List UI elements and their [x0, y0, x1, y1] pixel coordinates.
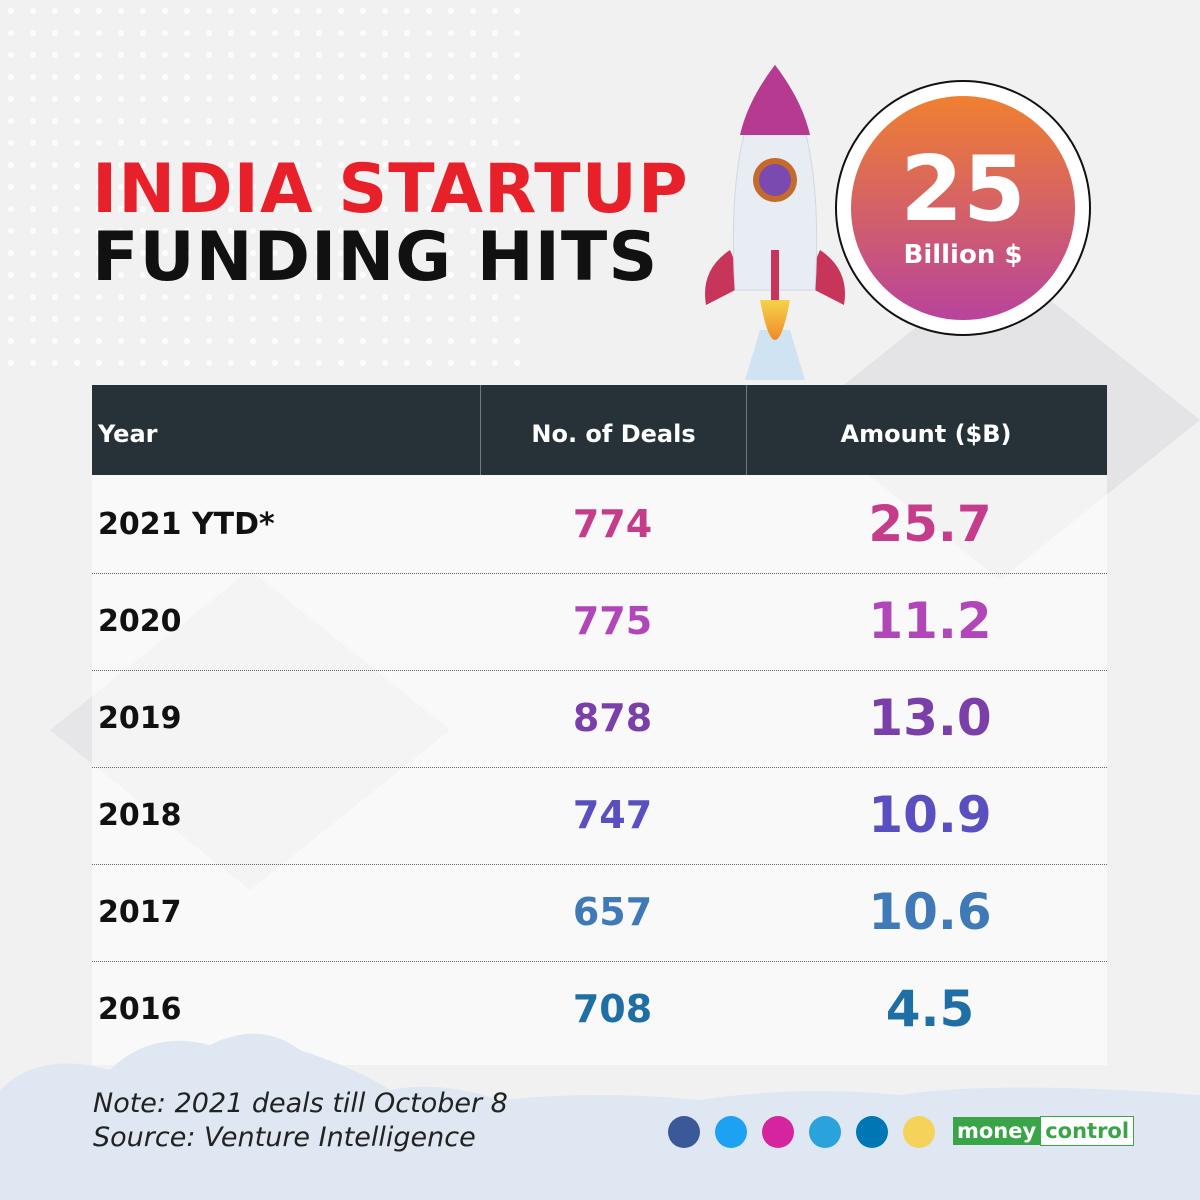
table-cell: 2016 — [98, 992, 182, 1027]
table-row: 2019 878 13.0 — [92, 670, 1107, 768]
table-row: 2017 657 10.6 — [92, 864, 1107, 962]
table-cell: 774 — [572, 502, 653, 546]
table-header: Year No. of Deals Amount ($B) — [92, 385, 1107, 475]
table-row: 2018 747 10.9 — [92, 767, 1107, 865]
table-cell: 25.7 — [868, 495, 992, 553]
column-header: No. of Deals — [480, 385, 747, 475]
table-cell: 4.5 — [885, 980, 975, 1038]
table-cell: 708 — [572, 987, 653, 1031]
table-cell: 747 — [572, 793, 653, 837]
table-cell: 11.2 — [868, 592, 992, 650]
column-header: Year — [98, 420, 158, 448]
table-cell: 10.9 — [868, 786, 992, 844]
column-header: Amount ($B) — [840, 420, 1012, 448]
table-row: 2020 775 11.2 — [92, 573, 1107, 671]
note: Note: 2021 deals till October 8 — [93, 1088, 508, 1119]
table-cell: 878 — [572, 696, 653, 740]
logo: money control — [953, 1116, 1135, 1146]
table-cell: 2019 — [98, 701, 182, 736]
badge-unit: Billion $ — [903, 240, 1023, 270]
logo-part: control — [1040, 1116, 1135, 1146]
table-cell: 2020 — [98, 604, 182, 639]
badge-value: 25 — [900, 137, 1026, 242]
title-line: INDIA STARTUP — [92, 150, 689, 229]
table-cell: 2017 — [98, 895, 182, 930]
table-cell: 2018 — [98, 798, 182, 833]
title-line: FUNDING HITS — [92, 218, 659, 297]
table-cell: 657 — [572, 890, 653, 934]
source: Source: Venture Intelligence — [93, 1122, 476, 1153]
logo-part: money — [953, 1117, 1041, 1145]
table-row: 2016 708 4.5 — [92, 961, 1107, 1058]
table-cell: 10.6 — [868, 883, 992, 941]
table-cell: 2021 YTD* — [98, 507, 275, 542]
table-cell: 775 — [572, 599, 653, 643]
table-row: 2021 YTD* 774 25.7 — [92, 476, 1107, 574]
table-cell: 13.0 — [868, 689, 992, 747]
